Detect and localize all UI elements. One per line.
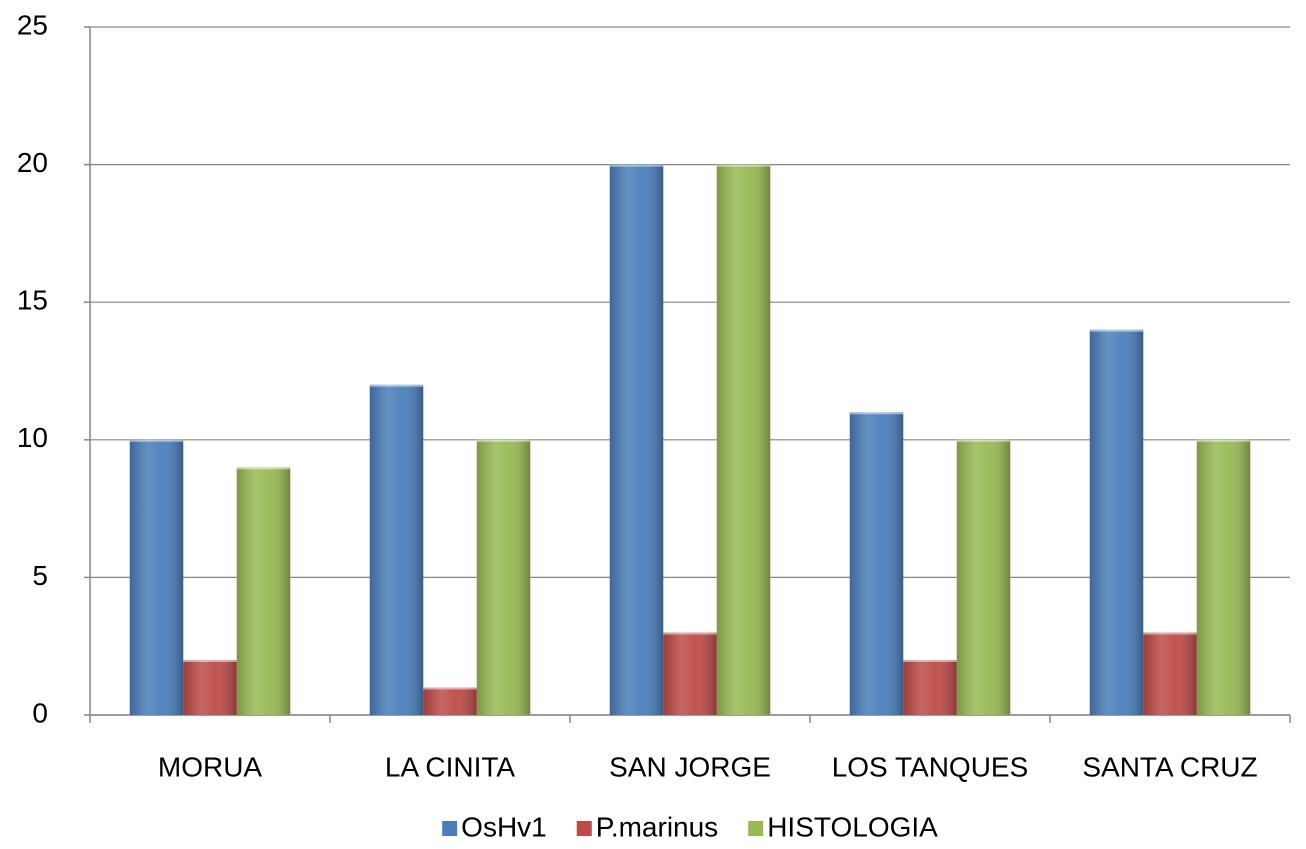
y-tick-label: 15 bbox=[17, 285, 48, 316]
x-tick-label: LA CINITA bbox=[385, 751, 516, 782]
x-tick-label: SANTA CRUZ bbox=[1082, 751, 1257, 782]
y-tick-label: 0 bbox=[32, 697, 48, 728]
bar-shade bbox=[1089, 329, 1144, 715]
bar-shade bbox=[1143, 632, 1197, 715]
x-tick-label: LOS TANQUES bbox=[832, 751, 1029, 782]
bar-shade bbox=[716, 164, 771, 716]
bar-shade bbox=[236, 467, 291, 715]
y-tick-label: 20 bbox=[17, 147, 48, 178]
bar-shade bbox=[183, 659, 237, 715]
bar-shade bbox=[476, 439, 531, 715]
bar-shade bbox=[849, 412, 904, 715]
bar-shade bbox=[663, 632, 717, 715]
bar-shade bbox=[609, 164, 664, 716]
legend-swatch bbox=[576, 821, 592, 836]
legend-label: HISTOLOGIA bbox=[767, 811, 938, 842]
y-tick-label: 5 bbox=[32, 560, 48, 591]
bar-shade bbox=[369, 384, 424, 715]
bar-shade bbox=[129, 439, 184, 715]
x-tick-label: MORUA bbox=[158, 751, 263, 782]
bar-shade bbox=[903, 659, 957, 715]
legend-label: P.marinus bbox=[596, 811, 718, 842]
bar-shade bbox=[956, 439, 1011, 715]
x-tick-label: SAN JORGE bbox=[609, 751, 771, 782]
legend-swatch bbox=[748, 821, 764, 836]
bar-shade bbox=[423, 687, 477, 715]
y-tick-label: 25 bbox=[17, 9, 48, 40]
bar-shade bbox=[1196, 439, 1251, 715]
legend-label: OsHv1 bbox=[461, 811, 547, 842]
y-tick-label: 10 bbox=[17, 422, 48, 453]
legend-swatch bbox=[442, 821, 458, 836]
